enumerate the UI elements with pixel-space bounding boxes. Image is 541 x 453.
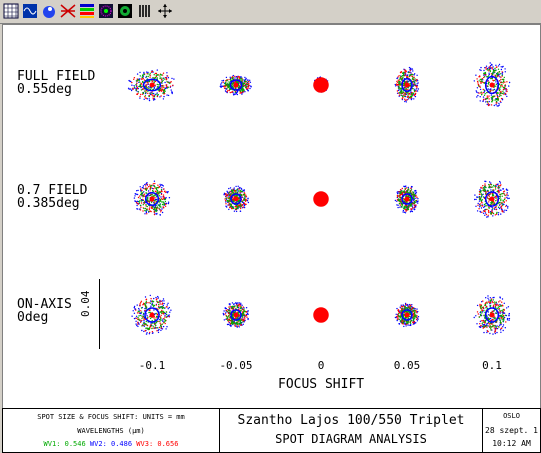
program-name: OSLO	[503, 412, 520, 420]
x-tick-3: 0	[317, 359, 325, 372]
footer: SPOT SIZE & FOCUS SHIFT: UNITS = mm WAVE…	[2, 408, 541, 453]
wavelengths-title: WAVELENGTHS (µm)	[77, 427, 145, 435]
wavelength-list: WV1: 0.546 WV2: 0.486 WV3: 0.656	[3, 440, 219, 448]
wavelength-2: WV2: 0.486	[89, 440, 133, 448]
bands-icon[interactable]	[79, 3, 95, 19]
grid-icon[interactable]	[3, 3, 19, 19]
row-label-on-axis: ON-AXIS 0deg	[17, 297, 72, 325]
x-tick-4: 0.05	[393, 359, 421, 372]
row-label-07-field: 0.7 FIELD 0.385deg	[17, 183, 88, 211]
columns-icon[interactable]	[137, 3, 153, 19]
rays-icon[interactable]	[60, 3, 76, 19]
x-tick-5: 0.1	[482, 359, 502, 372]
footer-title-box: Szantho Lajos 100/550 Triplet SPOT DIAGR…	[220, 409, 483, 452]
spot-diagrams	[127, 62, 511, 335]
footer-info-box: OSLO 28 szept. 1 10:12 AM	[483, 409, 540, 452]
footer-wavelength-box: SPOT SIZE & FOCUS SHIFT: UNITS = mm WAVE…	[3, 409, 220, 452]
analysis-title: SPOT DIAGRAM ANALYSIS	[275, 432, 427, 446]
row-label-full-field: FULL FIELD 0.55deg	[17, 69, 96, 97]
toolbar	[0, 0, 541, 24]
lens-title: Szantho Lajos 100/550 Triplet	[237, 413, 465, 428]
paint-icon[interactable]	[41, 3, 57, 19]
spot-units-text: SPOT SIZE & FOCUS SHIFT: UNITS = mm	[37, 413, 185, 421]
dots-icon[interactable]	[98, 3, 114, 19]
x-tick-2: -0.05	[219, 359, 253, 372]
x-axis-label: FOCUS SHIFT	[278, 377, 365, 392]
x-tick-1: -0.1	[138, 359, 166, 372]
time-text: 10:12 AM	[492, 439, 531, 448]
circle-icon[interactable]	[117, 3, 133, 19]
arrows-icon[interactable]	[157, 3, 173, 19]
date-text: 28 szept. 1	[485, 426, 538, 435]
scale-bar	[99, 279, 100, 349]
wavelength-1: WV1: 0.546	[43, 440, 86, 448]
wavelength-3: WV3: 0.656	[136, 440, 179, 448]
wave-icon[interactable]	[22, 3, 38, 19]
spot-diagram-plot: FULL FIELD 0.55deg 0.7 FIELD 0.385deg ON-A…	[2, 24, 541, 409]
